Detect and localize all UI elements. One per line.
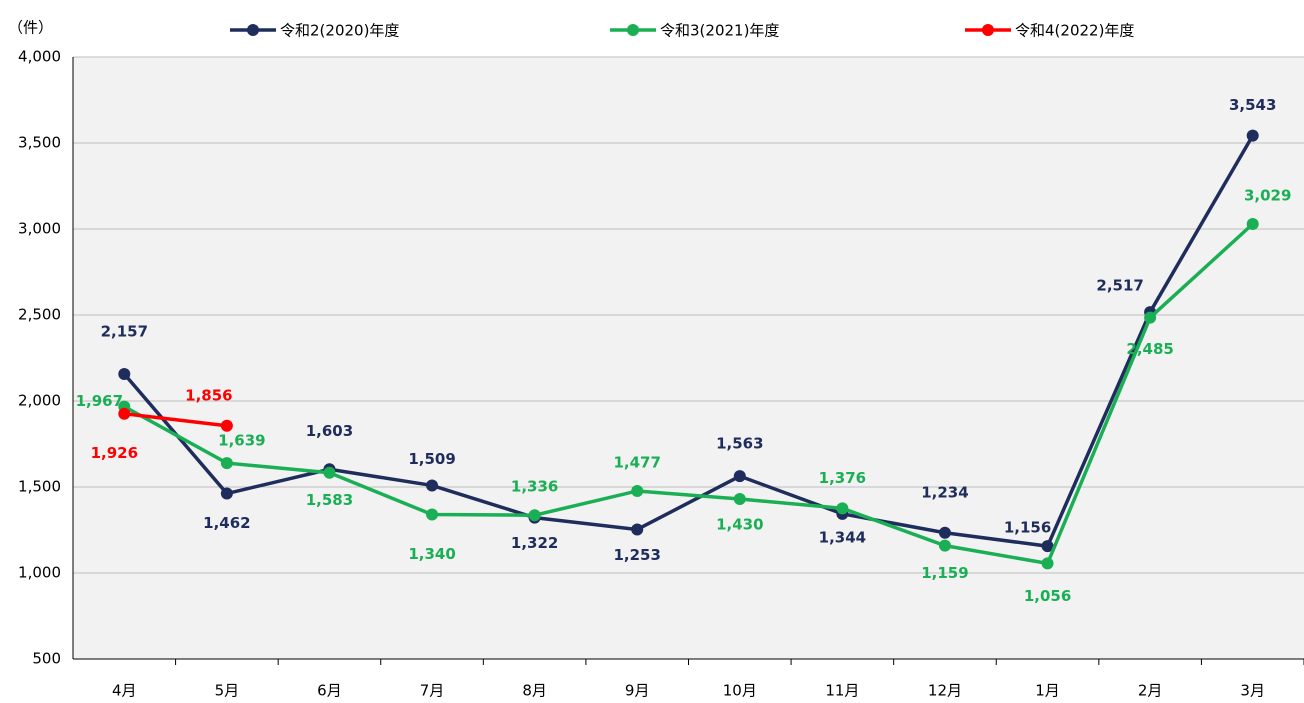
y-tick-label: 3,000: [18, 220, 61, 238]
point: [220, 457, 233, 470]
value-label: 1,563: [716, 435, 763, 453]
x-tick-label: 3月: [1240, 682, 1265, 700]
value-label: 1,583: [306, 491, 353, 509]
legend-label: 令和2(2020)年度: [280, 22, 399, 40]
value-label: 3,029: [1244, 187, 1291, 205]
line: [122, 134, 1255, 549]
value-label: 2,485: [1126, 340, 1173, 358]
x-tick-label: 9月: [625, 682, 650, 700]
value-label: 1,159: [921, 564, 968, 582]
legend-label: 令和3(2021)年度: [660, 22, 779, 40]
point: [426, 508, 439, 521]
legend-label: 令和4(2022)年度: [1015, 22, 1134, 40]
legend-marker: [247, 24, 259, 36]
value-label: 1,462: [203, 514, 250, 532]
y-tick-label: 2,000: [18, 392, 61, 410]
y-unit: （件）: [8, 19, 53, 37]
y-tick-label: 3,500: [18, 134, 61, 152]
x-tick-label: 4月: [112, 682, 137, 700]
value-label: 1,639: [218, 432, 265, 450]
point: [938, 539, 951, 552]
value-label: 1,253: [613, 546, 660, 564]
value-label: 1,336: [511, 478, 558, 496]
point: [1144, 311, 1157, 324]
point: [1246, 218, 1259, 231]
value-label: 1,967: [76, 392, 123, 410]
x-tick-label: 12月: [928, 682, 962, 700]
x-tick-label: 8月: [522, 682, 547, 700]
line: [124, 411, 228, 428]
legend-marker: [982, 24, 994, 36]
value-label: 1,322: [511, 534, 558, 552]
x-tick-label: 11月: [825, 682, 859, 700]
point: [118, 407, 131, 420]
point: [528, 509, 541, 522]
x-tick-label: 5月: [215, 682, 240, 700]
legend-marker: [627, 24, 639, 36]
value-label: 1,430: [716, 516, 763, 534]
point: [220, 419, 233, 432]
y-tick-label: 500: [32, 650, 61, 668]
y-tick-label: 2,500: [18, 306, 61, 324]
point: [426, 479, 439, 492]
value-label: 1,926: [91, 444, 138, 462]
point: [631, 523, 644, 536]
point: [1041, 557, 1054, 570]
value-label: 1,156: [1004, 519, 1051, 537]
value-label: 3,543: [1229, 96, 1276, 114]
value-label: 1,344: [819, 528, 866, 546]
x-tick-label: 7月: [420, 682, 445, 700]
value-label: 1,234: [921, 483, 968, 501]
value-label: 1,603: [306, 422, 353, 440]
value-label: 1,509: [408, 450, 455, 468]
point: [1041, 540, 1054, 553]
x-tick-label: 10月: [723, 682, 757, 700]
point: [836, 502, 849, 515]
point: [220, 487, 233, 500]
value-label: 1,340: [408, 545, 455, 563]
y-tick-label: 4,000: [18, 48, 61, 66]
point: [1246, 129, 1259, 142]
value-label: 1,056: [1024, 587, 1071, 605]
value-label: 1,376: [819, 469, 866, 487]
value-label: 1,477: [613, 453, 660, 471]
point: [323, 466, 336, 479]
x-tick-label: 6月: [317, 682, 342, 700]
point: [631, 484, 644, 497]
point: [938, 526, 951, 539]
x-tick-label: 2月: [1138, 682, 1163, 700]
y-tick-label: 1,000: [18, 564, 61, 582]
line: [123, 222, 1254, 566]
value-label: 2,157: [101, 322, 148, 340]
x-tick-label: 1月: [1035, 682, 1060, 700]
point: [118, 367, 131, 380]
value-label: 1,856: [185, 386, 232, 404]
plot-area: [73, 57, 1304, 659]
point: [733, 493, 746, 506]
value-label: 2,517: [1096, 277, 1143, 295]
point: [733, 470, 746, 483]
y-tick-label: 1,500: [18, 478, 61, 496]
